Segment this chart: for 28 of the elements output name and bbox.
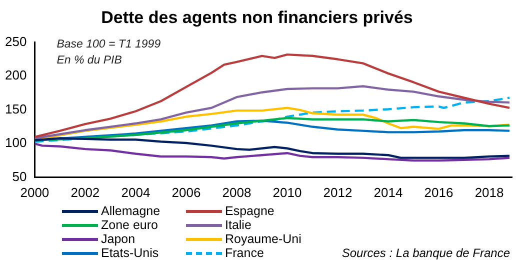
chart-title: Dette des agents non financiers privés bbox=[101, 8, 413, 27]
legend-label: Zone euro bbox=[101, 218, 158, 232]
x-tick-label: 2008 bbox=[222, 184, 252, 200]
x-tick-label: 2004 bbox=[121, 184, 150, 200]
x-tick-label: 2006 bbox=[172, 184, 201, 200]
line-series bbox=[34, 96, 511, 143]
legend-label: Japon bbox=[101, 232, 136, 246]
x-tick-label: 2018 bbox=[474, 184, 504, 200]
source-note: Sources : La banque de France bbox=[342, 246, 510, 260]
y-tick-label: 200 bbox=[4, 68, 27, 83]
x-tick-label: 2010 bbox=[272, 184, 302, 200]
x-tick-label: 2002 bbox=[70, 184, 100, 200]
legend-label: Etats-Unis bbox=[101, 246, 159, 260]
legend-label: Italie bbox=[225, 218, 252, 232]
annotation: En % du PIB bbox=[56, 54, 122, 66]
x-tick-label: 2014 bbox=[374, 184, 403, 200]
y-tick-label: 50 bbox=[12, 168, 27, 184]
y-tick-label: 100 bbox=[4, 135, 27, 150]
y-tick-label: 250 bbox=[4, 34, 27, 49]
y-tick-label: 150 bbox=[4, 101, 27, 116]
x-tick-label: 2000 bbox=[20, 184, 50, 200]
x-tick-label: 2012 bbox=[323, 184, 352, 200]
x-tick-label: 2016 bbox=[424, 184, 454, 200]
legend-label: France bbox=[225, 246, 264, 260]
legend-label: Royaume-Uni bbox=[225, 232, 302, 246]
legend-label: Espagne bbox=[225, 204, 274, 218]
annotation: Base 100 = T1 1999 bbox=[56, 38, 162, 50]
legend-label: Allemagne bbox=[101, 204, 160, 218]
